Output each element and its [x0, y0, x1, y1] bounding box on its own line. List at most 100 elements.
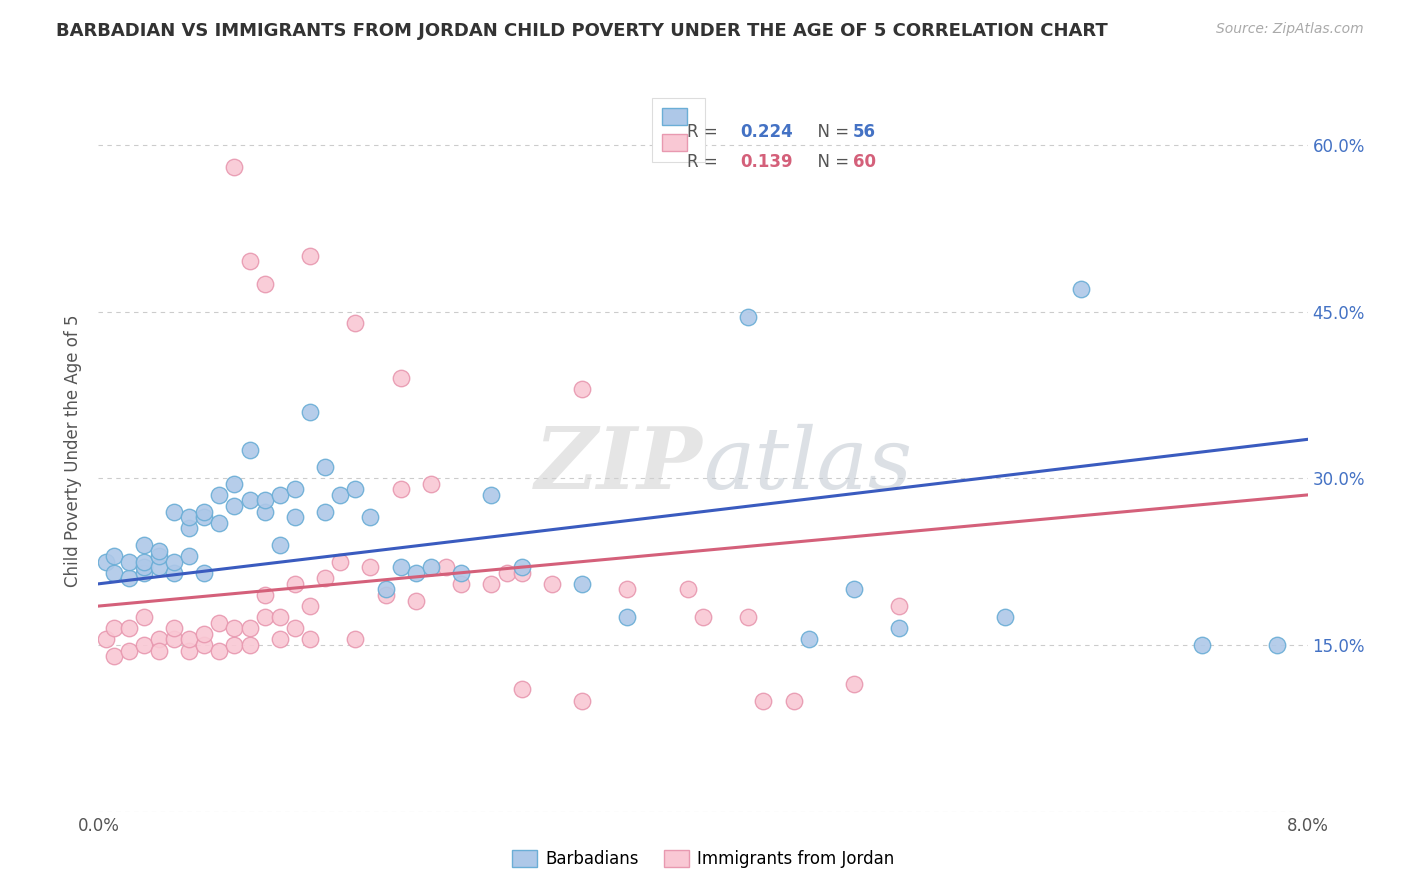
Point: [360, 510, 382, 524]
Point: [889, 599, 911, 613]
Point: [299, 249, 322, 263]
Point: [148, 632, 170, 647]
Point: [616, 610, 638, 624]
Point: [163, 632, 186, 647]
Point: [132, 566, 155, 580]
Point: [239, 443, 262, 458]
Point: [269, 610, 291, 624]
Point: [132, 538, 155, 552]
Point: [495, 566, 517, 580]
Point: [103, 549, 125, 563]
Point: [1070, 282, 1092, 296]
Point: [224, 499, 246, 513]
Text: ZIP: ZIP: [536, 423, 703, 507]
Point: [103, 566, 125, 580]
Point: [783, 693, 806, 707]
Point: [284, 621, 307, 635]
Point: [314, 505, 336, 519]
Point: [148, 543, 170, 558]
Point: [284, 483, 307, 497]
Point: [163, 621, 186, 635]
Point: [510, 560, 533, 574]
Point: [269, 538, 291, 552]
Point: [434, 560, 457, 574]
Point: [193, 510, 215, 524]
Point: [132, 560, 155, 574]
Point: [163, 566, 186, 580]
Point: [676, 582, 699, 597]
Legend: Barbadians, Immigrants from Jordan: Barbadians, Immigrants from Jordan: [505, 843, 901, 875]
Point: [239, 493, 262, 508]
Point: [208, 516, 231, 530]
Point: [314, 571, 336, 585]
Point: [253, 505, 276, 519]
Point: [179, 632, 201, 647]
Point: [253, 588, 276, 602]
Point: [224, 476, 246, 491]
Point: [329, 555, 352, 569]
Legend: , : ,: [652, 97, 706, 162]
Point: [193, 505, 215, 519]
Point: [94, 632, 117, 647]
Point: [103, 621, 125, 635]
Point: [994, 610, 1017, 624]
Point: [179, 521, 201, 535]
Text: 0.224: 0.224: [741, 123, 793, 141]
Point: [132, 610, 155, 624]
Point: [1267, 638, 1289, 652]
Point: [118, 621, 141, 635]
Point: [344, 483, 367, 497]
Point: [253, 493, 276, 508]
Point: [224, 160, 246, 174]
Point: [269, 488, 291, 502]
Point: [344, 632, 367, 647]
Point: [253, 277, 276, 291]
Point: [889, 621, 911, 635]
Point: [374, 582, 396, 597]
Point: [571, 693, 593, 707]
Point: [179, 643, 201, 657]
Point: [148, 643, 170, 657]
Point: [481, 488, 503, 502]
Point: [193, 566, 215, 580]
Point: [405, 566, 427, 580]
Point: [737, 310, 759, 324]
Point: [510, 566, 533, 580]
Point: [179, 549, 201, 563]
Point: [132, 555, 155, 569]
Point: [692, 610, 714, 624]
Point: [148, 560, 170, 574]
Point: [1191, 638, 1213, 652]
Point: [208, 643, 231, 657]
Point: [752, 693, 775, 707]
Point: [299, 599, 322, 613]
Point: [389, 483, 412, 497]
Point: [540, 577, 562, 591]
Point: [616, 582, 638, 597]
Point: [420, 560, 443, 574]
Point: [450, 566, 472, 580]
Point: [269, 632, 291, 647]
Point: [239, 638, 262, 652]
Point: [163, 555, 186, 569]
Point: [797, 632, 820, 647]
Text: R =: R =: [688, 153, 723, 171]
Point: [208, 488, 231, 502]
Text: R =: R =: [688, 123, 723, 141]
Point: [329, 488, 352, 502]
Point: [208, 615, 231, 630]
Text: N =: N =: [807, 123, 853, 141]
Point: [239, 254, 262, 268]
Point: [132, 638, 155, 652]
Point: [299, 404, 322, 418]
Point: [374, 588, 396, 602]
Point: [844, 677, 866, 691]
Point: [299, 632, 322, 647]
Point: [420, 476, 443, 491]
Point: [193, 638, 215, 652]
Point: [284, 510, 307, 524]
Point: [224, 638, 246, 652]
Text: BARBADIAN VS IMMIGRANTS FROM JORDAN CHILD POVERTY UNDER THE AGE OF 5 CORRELATION: BARBADIAN VS IMMIGRANTS FROM JORDAN CHIL…: [56, 22, 1108, 40]
Point: [179, 510, 201, 524]
Point: [405, 593, 427, 607]
